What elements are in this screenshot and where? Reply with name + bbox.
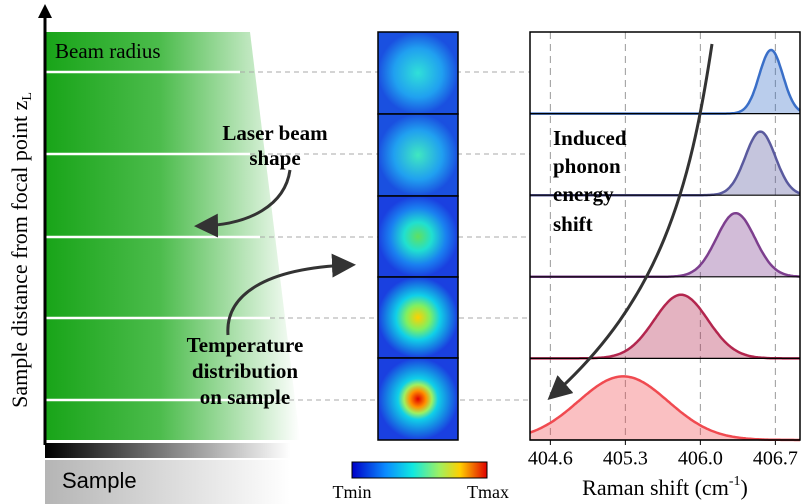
annotation: phonon (553, 154, 621, 178)
beam-label: Beam radius (55, 39, 161, 63)
axis-arrow (38, 4, 52, 18)
y-label: Sample distance from focal point zL (7, 92, 35, 408)
temperature-label: Temperature (187, 333, 304, 357)
y-label-sub: L (20, 92, 35, 101)
peak-area (530, 50, 800, 114)
x-label-sup: -1 (729, 474, 741, 489)
heatmaps (378, 32, 458, 440)
raman-chart: 404.6 405.3 406.0 406.7 (528, 32, 800, 470)
temperature-label: on sample (200, 385, 290, 409)
x-label-end: ) (740, 475, 747, 500)
x-tick-label: 406.0 (678, 448, 723, 470)
x-label: Raman shift (cm-1) (582, 474, 748, 500)
colorbar-max: Tmax (467, 482, 509, 502)
colorbar (352, 462, 487, 478)
x-label-main: Raman shift (cm (582, 475, 729, 500)
sample-edge (45, 443, 290, 458)
colorbar-min: Tmin (333, 482, 372, 502)
laser-label: Laser beam (222, 121, 328, 145)
x-tick-label: 404.6 (528, 448, 573, 470)
annotation: shift (553, 212, 593, 236)
x-tick-label: 406.7 (753, 448, 798, 470)
figure: Sample Beam radius Sample distance from … (0, 0, 803, 504)
annotation: energy (553, 182, 614, 206)
sample-label: Sample (62, 468, 137, 493)
annotation: Induced (553, 126, 627, 150)
x-tick-label: 405.3 (603, 448, 648, 470)
laser-label: shape (249, 146, 300, 170)
y-label-main: Sample distance from focal point z (7, 100, 32, 408)
temperature-label: distribution (192, 359, 299, 383)
